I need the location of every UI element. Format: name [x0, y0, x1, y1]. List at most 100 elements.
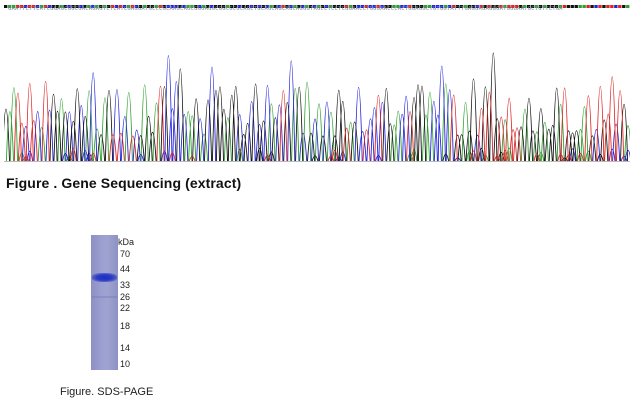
base-block: [435, 5, 440, 8]
base-block: [546, 5, 551, 8]
base-block: [249, 5, 254, 8]
base-block: [558, 5, 563, 8]
base-block: [210, 5, 214, 8]
base-block: [542, 5, 547, 8]
marker-22: 22: [120, 303, 131, 313]
gel-lane: [91, 235, 118, 370]
marker-26: 26: [120, 292, 131, 302]
marker-33: 33: [120, 280, 131, 290]
base-block: [281, 5, 285, 8]
base-block: [328, 5, 333, 8]
base-block: [202, 5, 206, 8]
base-block: [4, 5, 8, 8]
base-block: [487, 5, 491, 8]
base-block: [158, 5, 162, 8]
base-block: [23, 5, 28, 8]
base-block: [301, 5, 305, 8]
base-block: [99, 5, 103, 8]
base-block: [245, 5, 250, 8]
base-block: [388, 5, 392, 8]
base-block: [364, 5, 368, 8]
base-block: [91, 5, 95, 8]
base-block: [499, 5, 503, 8]
base-block: [237, 5, 242, 8]
base-block: [83, 5, 87, 8]
gene-sequencing-caption: Figure . Gene Sequencing (extract): [6, 175, 242, 191]
base-block: [408, 5, 412, 8]
base-block: [320, 5, 325, 8]
base-block: [43, 5, 47, 8]
base-block: [526, 5, 531, 8]
base-block: [35, 5, 40, 8]
base-block: [416, 5, 420, 8]
base-block: [297, 5, 301, 8]
base-block: [519, 5, 523, 8]
base-block: [431, 5, 436, 8]
faint-band: [92, 296, 117, 298]
base-block: [114, 5, 119, 8]
base-block: [602, 5, 606, 8]
base-block: [538, 5, 543, 8]
base-block: [122, 5, 127, 8]
protein-band: [92, 273, 117, 282]
base-block: [495, 5, 499, 8]
sequence-text: GAATTCTTCATCGGAGCGGCGACAGAGTCTCATCGAGGAT…: [8, 6, 563, 12]
base-block: [305, 5, 309, 8]
base-block: [31, 5, 36, 8]
base-block: [289, 5, 293, 8]
base-block: [313, 5, 317, 8]
base-block: [503, 5, 507, 8]
base-block: [534, 5, 539, 8]
base-block: [217, 5, 222, 8]
base-block: [550, 5, 555, 8]
base-block: [190, 5, 194, 8]
base-block: [126, 5, 131, 8]
base-block: [459, 5, 463, 8]
base-block: [447, 5, 452, 8]
base-block: [511, 5, 515, 8]
base-block: [182, 5, 186, 8]
base-block: [622, 5, 626, 8]
base-block: [150, 5, 154, 8]
base-block: [574, 5, 578, 8]
base-block: [598, 5, 602, 8]
base-block: [582, 5, 586, 8]
base-block: [103, 5, 107, 8]
base-block: [269, 5, 273, 8]
base-block: [317, 5, 321, 8]
marker-14: 14: [120, 343, 131, 353]
base-block: [309, 5, 313, 8]
base-block: [400, 5, 404, 8]
base-color-strip: [4, 3, 630, 14]
kda-unit-label: kDa: [118, 237, 135, 247]
base-block: [15, 5, 20, 8]
base-block: [166, 5, 170, 8]
base-block: [130, 5, 135, 8]
base-block: [554, 5, 559, 8]
base-block: [412, 5, 416, 8]
base-block: [229, 5, 234, 8]
marker-18: 18: [120, 321, 131, 331]
base-block: [332, 5, 337, 8]
base-block: [198, 5, 202, 8]
base-block: [467, 5, 471, 8]
base-block: [384, 5, 388, 8]
base-block: [578, 5, 582, 8]
base-block: [87, 5, 91, 8]
base-block: [439, 5, 444, 8]
base-block: [261, 5, 265, 8]
base-block: [59, 5, 63, 8]
base-block: [47, 5, 51, 8]
base-block: [340, 5, 345, 8]
base-block: [420, 5, 424, 8]
base-block: [427, 5, 432, 8]
base-block: [95, 5, 99, 8]
base-block: [7, 5, 12, 8]
base-block: [233, 5, 238, 8]
base-block: [523, 5, 527, 8]
base-block: [471, 5, 475, 8]
base-block: [455, 5, 460, 8]
base-block: [566, 5, 570, 8]
base-block: [570, 5, 574, 8]
base-block: [142, 5, 147, 8]
